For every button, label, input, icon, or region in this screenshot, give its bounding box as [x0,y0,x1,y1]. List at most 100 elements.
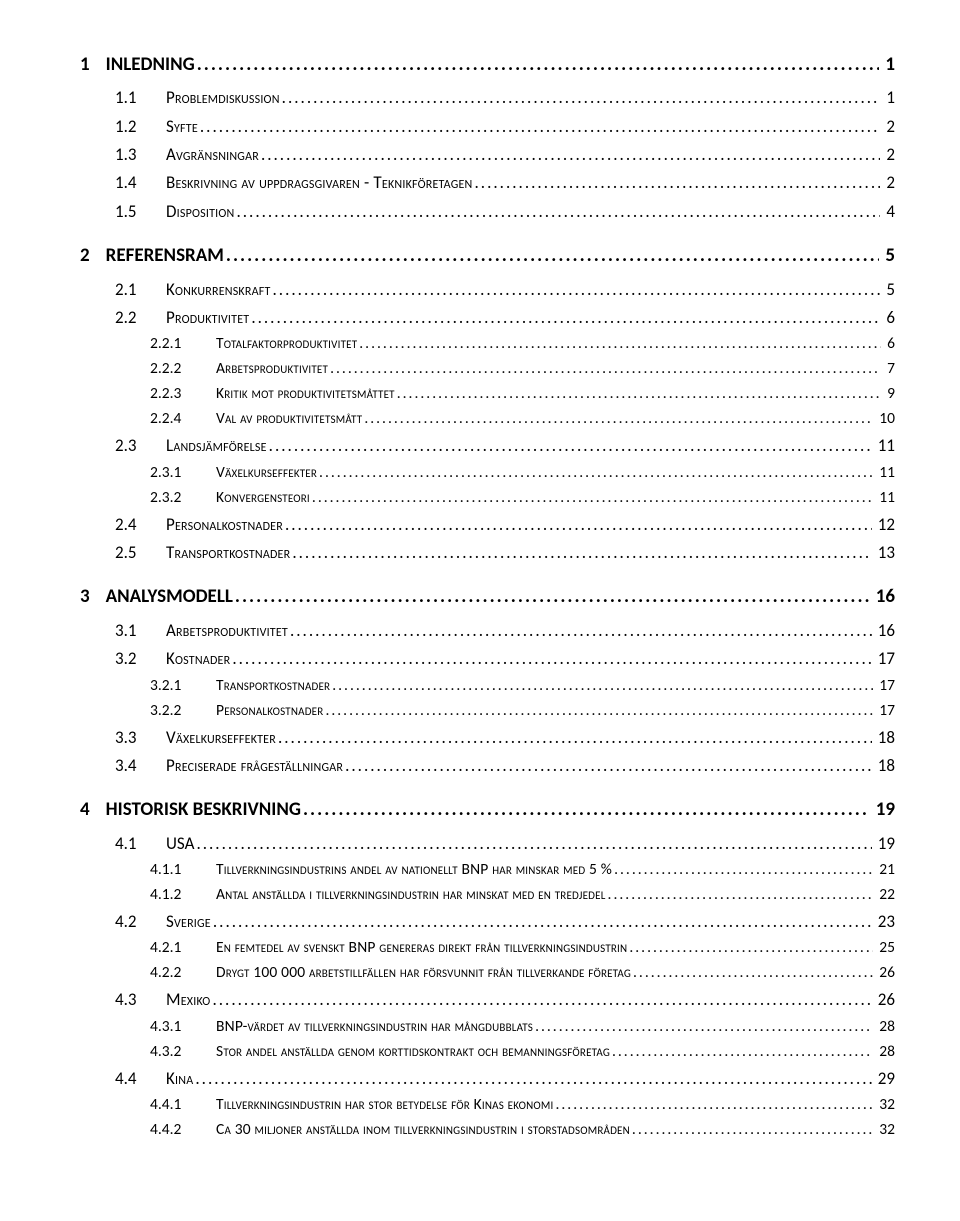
toc-entry-page: 17 [874,646,895,672]
toc-entry-page: 11 [874,433,895,459]
toc-entry-number: 4.4.1 [150,1093,200,1117]
toc-leader-dots [196,831,871,857]
toc-entry-title: Landsjämförelse [166,433,267,459]
toc-entry-number: 4.2.1 [150,936,200,960]
toc-entry-number: 2.2.1 [150,332,200,356]
toc-entry-title: Totalfaktorproduktivitet [216,332,357,356]
toc-leader-dots [197,50,880,79]
table-of-contents: 1INLEDNING11.1Problemdiskussion11.2Syfte… [80,50,895,1142]
toc-leader-dots [535,1015,873,1039]
toc-leader-dots [251,305,880,331]
toc-leader-dots [332,674,873,698]
toc-entry-title: Preciserade frågeställningar [166,753,343,779]
toc-entry: 4 HISTORISK BESKRIVNING 19 [80,795,895,824]
toc-leader-dots [325,699,873,723]
toc-entry-number: 4.2.2 [150,961,200,985]
toc-entry-number: 2 [80,241,90,270]
toc-entry-number: 1.1 [115,85,150,111]
toc-entry-title: HISTORISK BESKRIVNING [106,795,301,824]
toc-leader-dots [236,199,880,225]
toc-entry-title: Ca 30 miljoner anställda inom tillverkni… [216,1118,630,1142]
toc-entry: 2.3Landsjämförelse11 [80,433,895,459]
page: 1INLEDNING11.1Problemdiskussion11.2Syfte… [0,0,960,1192]
toc-entry-title: BNP-värdet av tillverkningsindustrin har… [216,1015,533,1039]
toc-entry-page: 32 [875,1093,895,1117]
toc-entry: 2.3.1 Växelkurseffekter 11 [80,461,895,485]
toc-entry-number: 4.1.2 [150,883,200,907]
toc-entry-number: 4.3.1 [150,1015,200,1039]
toc-entry: 1.1Problemdiskussion1 [80,85,895,111]
toc-entry-title: Sverige [166,909,211,935]
toc-entry: 4.2.1En femtedel av svenskt BNP generera… [80,936,895,960]
toc-entry-number: 2.3.1 [150,461,200,485]
toc-entry-title: Personalkostnader [166,512,283,538]
toc-leader-dots [319,461,873,485]
toc-entry-title: USA [166,831,194,857]
toc-entry-number: 2.3.2 [150,486,200,510]
toc-entry-title: Syfte [166,114,198,140]
toc-entry: 4.1USA19 [80,831,895,857]
toc-entry-page: 6 [882,305,895,331]
toc-entry: 4.2Sverige23 [80,909,895,935]
toc-entry-number: 1.5 [115,199,150,225]
toc-entry: 2.3.2Konvergensteori11 [80,486,895,510]
toc-entry-title: Konvergensteori [216,486,310,510]
toc-entry-page: 1 [881,50,895,79]
toc-entry-page: 29 [874,1066,895,1092]
toc-entry-number: 2.2.3 [150,382,200,406]
toc-entry-title: Tillverkningsindustrin har stor betydels… [216,1093,553,1117]
toc-entry-title: Drygt 100 000 arbetstillfällen har försv… [216,961,631,985]
toc-entry-number: 1.2 [115,114,150,140]
toc-entry: 2.2Produktivitet6 [80,305,895,331]
toc-entry: 4.1.1Tillverkningsindustrins andel av na… [80,858,895,882]
toc-leader-dots [397,382,881,406]
toc-entry: 4.1.2 Antal anställda i tillverkningsindu… [80,883,895,907]
toc-entry-page: 2 [882,170,895,196]
toc-entry-page: 23 [874,909,895,935]
toc-leader-dots [474,170,880,196]
toc-entry-title: Produktivitet [166,305,249,331]
toc-entry-number: 4.3.2 [150,1040,200,1064]
toc-entry-number: 3.2 [115,646,150,672]
toc-leader-dots [235,582,870,611]
toc-entry-title: Kostnader [166,646,230,672]
toc-entry: 4.4.2 Ca 30 miljoner anställda inom tillv… [80,1118,895,1142]
toc-leader-dots [226,241,879,270]
toc-leader-dots [195,1066,871,1092]
toc-leader-dots [273,277,881,303]
toc-entry-page: 19 [872,795,895,824]
toc-leader-dots [232,646,871,672]
toc-entry-number: 4.4.2 [150,1118,200,1142]
toc-leader-dots [612,1040,873,1064]
toc-entry: 4.3.2Stor andel anställda genom korttids… [80,1040,895,1064]
toc-entry: 3.1Arbetsproduktivitet16 [80,618,895,644]
toc-entry-number: 2.1 [115,277,150,303]
toc-entry-page: 4 [882,199,895,225]
toc-entry-page: 16 [872,582,895,611]
toc-leader-dots [614,858,873,882]
toc-entry-number: 3 [80,582,90,611]
toc-entry-title: Växelkurseffekter [166,725,276,751]
toc-entry-page: 1 [882,85,895,111]
toc-entry-page: 11 [875,461,895,485]
toc-entry-number: 4.3 [115,987,150,1013]
toc-entry-page: 6 [883,332,895,356]
toc-entry-number: 4 [80,795,90,824]
toc-leader-dots [364,407,873,431]
toc-leader-dots [278,725,872,751]
toc-entry-page: 17 [875,674,895,698]
toc-entry-title: Kina [166,1066,193,1092]
toc-entry-page: 5 [881,241,895,270]
toc-entry: 2.5Transportkostnader13 [80,540,895,566]
toc-entry-page: 12 [874,512,895,538]
toc-entry-number: 4.4 [115,1066,150,1092]
toc-entry: 1.5Disposition4 [80,199,895,225]
toc-entry-title: Antal anställda i tillverkningsindustrin… [216,883,606,907]
toc-entry-page: 18 [874,753,895,779]
toc-entry-number: 2.4 [115,512,150,538]
toc-entry: 4.4.1 Tillverkningsindustrin har stor bet… [80,1093,895,1117]
toc-entry-number: 2.5 [115,540,150,566]
toc-entry-title: Växelkurseffekter [216,461,317,485]
toc-entry-page: 26 [875,961,895,985]
toc-entry-title: Transportkostnader [216,674,330,698]
